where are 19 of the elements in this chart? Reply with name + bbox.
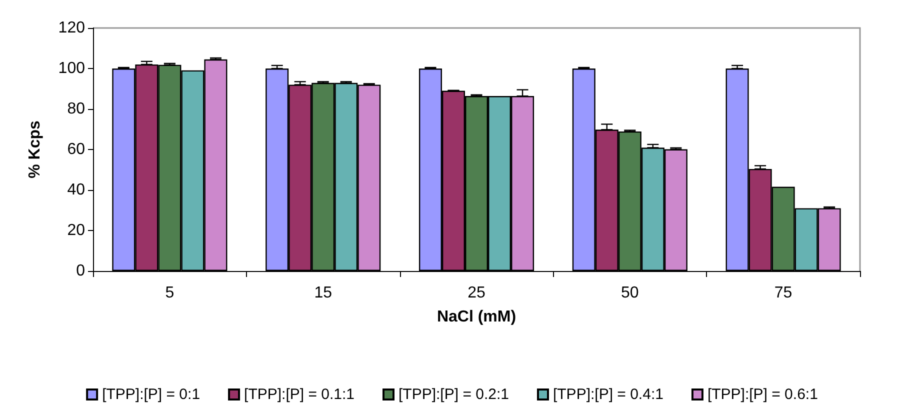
y-tick-label: 60 <box>67 141 86 158</box>
x-tick-label: 75 <box>774 284 792 302</box>
x-tick-label: 50 <box>621 284 639 302</box>
legend-label: [TPP]:[P] = 0:1 <box>102 386 200 403</box>
y-tick-label: 20 <box>67 222 86 239</box>
legend-label: [TPP]:[P] = 0.6:1 <box>707 386 818 403</box>
x-tick-label: 25 <box>468 284 486 302</box>
y-tick-label: 120 <box>58 20 86 36</box>
legend-label: [TPP]:[P] = 0.4:1 <box>552 386 664 403</box>
legend-label: [TPP]:[P] = 0.2:1 <box>398 386 509 403</box>
x-tick-label: 15 <box>314 284 332 302</box>
y-tick-label: 0 <box>76 262 86 280</box>
y-tick-label: 80 <box>67 100 86 118</box>
legend-label: [TPP]:[P] = 0.1:1 <box>244 386 355 403</box>
y-axis-title: % Kcps <box>26 120 44 178</box>
y-tick-label: 40 <box>67 182 86 198</box>
x-tick-label: 5 <box>165 284 174 302</box>
y-tick-label: 100 <box>58 60 86 77</box>
x-axis-title: NaCl (mM) <box>436 308 516 326</box>
